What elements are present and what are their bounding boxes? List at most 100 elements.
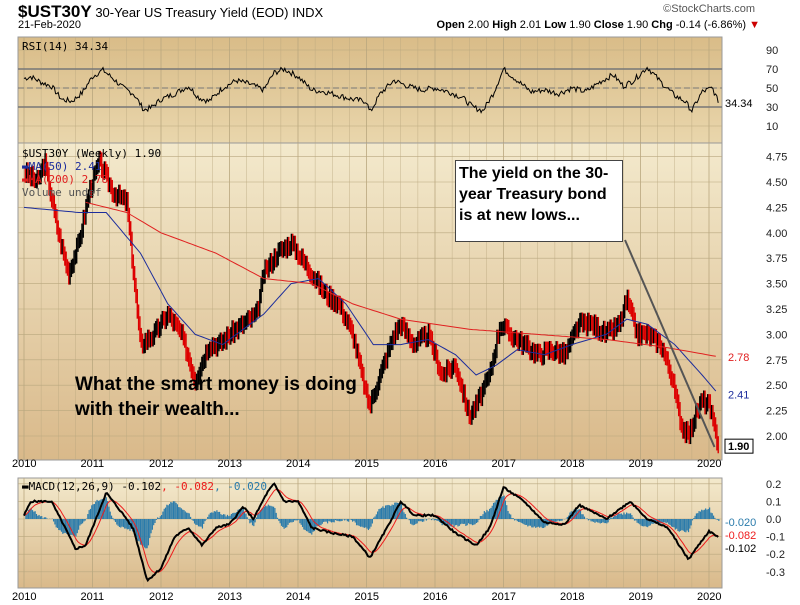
macd-histogram-bar [380, 507, 383, 519]
macd-histogram-bar [78, 519, 80, 530]
macd-histogram-bar [662, 519, 665, 523]
macd-histogram-bar [535, 519, 537, 528]
macd-histogram-bar [485, 512, 487, 519]
macd-histogram-bar [163, 508, 165, 519]
macd-histogram-bar [192, 519, 194, 521]
macd-histogram-bar [62, 519, 64, 534]
macd-histogram-bar [29, 508, 31, 519]
macd-histogram-bar [274, 507, 276, 519]
macd-histogram-bar [218, 511, 221, 519]
ma200-last-tag: 2.78 [728, 352, 749, 364]
macd-histogram-bar [43, 517, 45, 519]
macd-histogram-bar [698, 511, 700, 519]
macd-histogram-bar [91, 505, 93, 519]
macd-histogram-bar [225, 516, 227, 519]
macd-histogram-bar [463, 519, 466, 524]
macd-histogram-bar [715, 519, 717, 520]
macd-histogram-bar [636, 519, 638, 523]
macd-histogram-bar [113, 519, 115, 521]
macd-histogram-bar [88, 510, 90, 519]
macd-histogram-bar [487, 511, 489, 519]
macd-histogram-bar [557, 519, 559, 521]
macd-histogram-bar [203, 519, 205, 524]
macd-histogram-bar [193, 519, 196, 524]
macd-histogram-bar [87, 514, 89, 519]
macd-histogram-bar [392, 504, 395, 519]
macd-signal-tag: -0.082 [725, 530, 756, 542]
macd-histogram-bar [103, 499, 105, 519]
macd-histogram-bar [199, 519, 201, 527]
macd-histogram-bar [332, 519, 334, 523]
macd-histogram-bar [710, 512, 712, 519]
macd-histogram-bar [259, 510, 261, 519]
macd-histogram-bar [35, 513, 38, 519]
macd-histogram-bar [100, 499, 102, 519]
macd-histogram-bar [669, 519, 671, 525]
macd-histogram-bar [92, 504, 94, 519]
price-tick-label: 3.00 [766, 329, 787, 341]
macd-histogram-bar [174, 501, 176, 519]
macd-histogram-bar [457, 519, 459, 527]
macd-histogram-bar [328, 519, 330, 522]
macd-histogram-bar [604, 519, 607, 524]
x-axis-label: 2014 [286, 458, 310, 470]
macd-histogram-bar [396, 502, 398, 519]
macd-histogram-bar [438, 519, 441, 523]
price-tick-label: 2.00 [766, 431, 787, 443]
macd-tick-label: -0.3 [766, 567, 785, 579]
macd-histogram-bar [284, 519, 287, 528]
macd-histogram-bar [615, 515, 617, 519]
macd-histogram-bar [687, 519, 690, 533]
low-value: 1.90 [569, 19, 591, 31]
macd-histogram-bar [162, 511, 164, 519]
macd-histogram-bar [161, 514, 163, 519]
macd-histogram-bar [363, 519, 366, 528]
macd-histogram-bar [633, 519, 636, 521]
macd-histogram-bar [661, 519, 663, 524]
macd-histogram-bar [445, 519, 447, 526]
macd-histogram-bar [291, 519, 293, 523]
macd-histogram-bar [431, 519, 433, 521]
macd-histogram-bar [421, 519, 424, 522]
macd-histogram-bar [519, 519, 521, 523]
macd-legend-part: , -0.082 [161, 480, 214, 493]
macd-histogram-bar [378, 509, 380, 519]
macd-histogram-bar [695, 513, 698, 519]
macd-histogram-bar [39, 516, 42, 519]
macd-tick-label: 0.2 [766, 479, 781, 491]
macd-histogram-bar [606, 519, 608, 524]
macd-histogram-bar [139, 519, 142, 545]
x-axis-label: 2010 [12, 591, 36, 603]
macd-histogram-bar [27, 509, 30, 519]
macd-histogram-bar [594, 519, 596, 523]
macd-histogram-bar [374, 516, 376, 519]
price-legend: $UST30Y (Weekly) 1.90 [22, 147, 161, 160]
x-axis-label: 2016 [423, 458, 447, 470]
ma50-line [23, 206, 717, 392]
macd-histogram-bar [233, 512, 235, 519]
x-axis-label: 2011 [81, 591, 105, 603]
macd-line [23, 482, 719, 583]
x-axis-label: 2020 [697, 591, 721, 603]
macd-histogram-bar [157, 517, 159, 519]
macd-histogram-bar [511, 517, 513, 519]
macd-histogram-bar [179, 507, 181, 519]
ma200-legend: ▬MA(200) 2.78 [22, 173, 108, 186]
macd-histogram-bar [412, 519, 414, 526]
macd-histogram-bar [213, 511, 215, 519]
close-label: Close [593, 19, 624, 31]
macd-histogram-bar [183, 510, 185, 519]
macd-histogram-bar [502, 496, 504, 519]
macd-histogram-bar [665, 519, 667, 524]
macd-histogram-bar [344, 519, 346, 521]
macd-histogram-bar [583, 516, 586, 519]
macd-histogram-bar [182, 509, 184, 519]
macd-histogram-bar [204, 519, 206, 522]
macd-histogram-bar [444, 519, 446, 526]
macd-legend-part: ▬MACD(12,26,9) -0.102 [22, 480, 161, 493]
macd-histogram-bar [357, 519, 359, 526]
macd-histogram-bar [147, 519, 150, 546]
macd-histogram-bar [507, 510, 509, 519]
macd-histogram-bar [116, 519, 118, 525]
macd-histogram-bar [150, 519, 152, 534]
